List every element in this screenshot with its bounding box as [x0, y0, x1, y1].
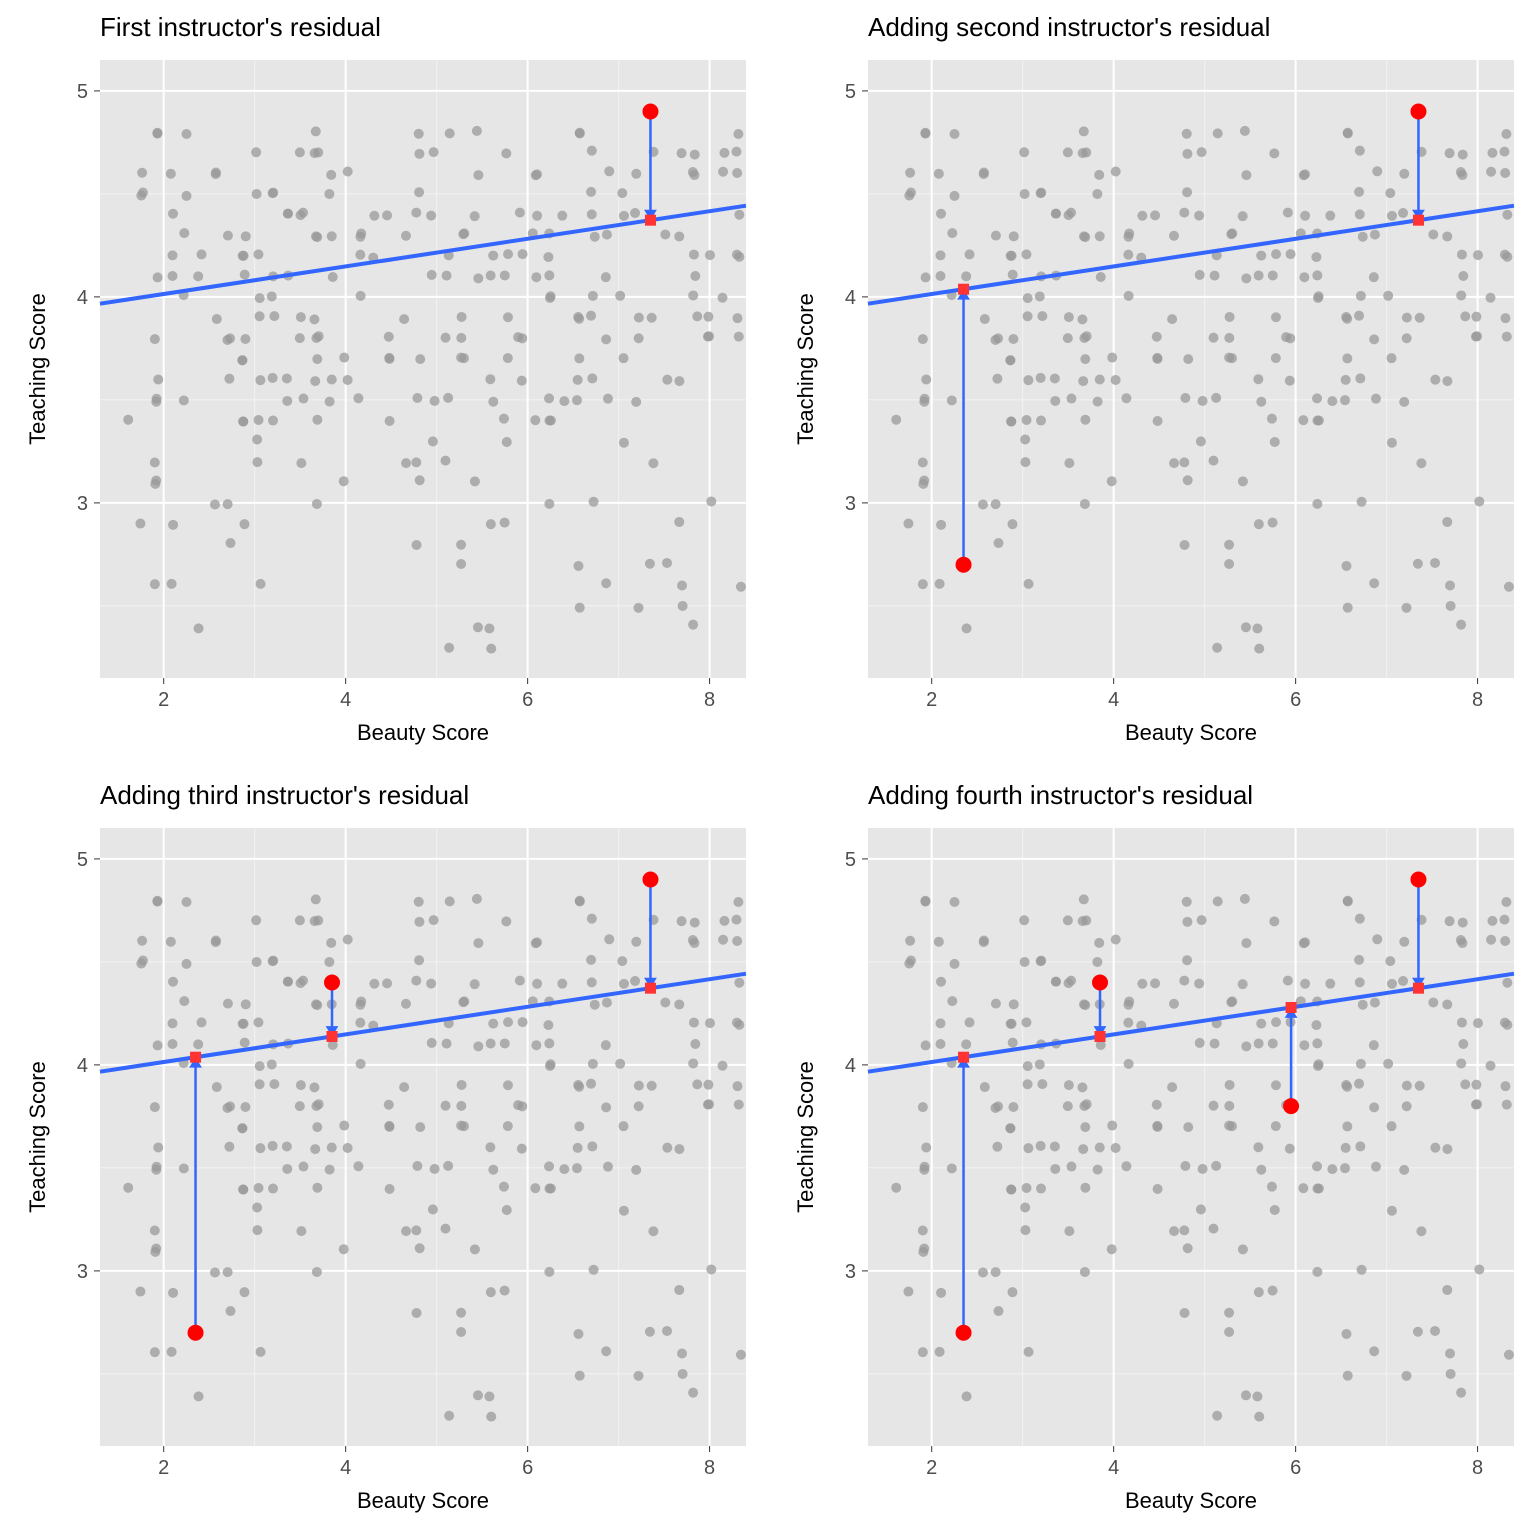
x-tick-label: 2: [158, 689, 169, 711]
observed-point: [1092, 975, 1108, 991]
y-tick-label: 3: [845, 1261, 856, 1283]
y-tick-label: 3: [77, 493, 88, 515]
x-axis-label: Beauty Score: [1125, 720, 1257, 745]
x-tick-label: 8: [1472, 1457, 1483, 1479]
y-tick-label: 4: [77, 1055, 88, 1077]
y-tick-label: 3: [77, 1261, 88, 1283]
panel-svg: 2 4 6 8 3 4 5 Beauty Score Teaching Score First i…: [0, 0, 768, 768]
y-axis-label: Teaching Score: [793, 293, 818, 445]
observed-point: [188, 1325, 204, 1341]
observed-point: [642, 872, 658, 888]
x-tick-label: 6: [1290, 689, 1301, 711]
panel-title: Adding second instructor's residual: [868, 12, 1270, 42]
observed-point: [642, 104, 658, 120]
y-tick-label: 5: [77, 81, 88, 103]
x-tick-label: 8: [704, 689, 715, 711]
panel-title: First instructor's residual: [100, 12, 381, 42]
fitted-point: [958, 284, 969, 295]
fitted-point: [958, 1052, 969, 1063]
x-tick-label: 6: [1290, 1457, 1301, 1479]
y-tick-label: 3: [845, 493, 856, 515]
y-axis-label: Teaching Score: [25, 293, 50, 445]
y-axis-label: Teaching Score: [25, 1061, 50, 1213]
y-tick-label: 5: [845, 81, 856, 103]
x-tick-label: 4: [340, 689, 351, 711]
fitted-point: [645, 215, 656, 226]
observed-point: [1410, 872, 1426, 888]
chart-panel: 2 4 6 8 3 4 5 Beauty Score Teaching Score First i…: [0, 0, 768, 768]
x-tick-label: 2: [158, 1457, 169, 1479]
chart-panel: 2 4 6 8 3 4 5 Beauty Score Teaching Score Adding …: [768, 768, 1536, 1536]
x-tick-label: 8: [1472, 689, 1483, 711]
y-tick-label: 4: [77, 287, 88, 309]
x-axis-label: Beauty Score: [357, 1488, 489, 1513]
x-axis-label: Beauty Score: [1125, 1488, 1257, 1513]
fitted-point: [1413, 215, 1424, 226]
y-tick-label: 5: [845, 849, 856, 871]
fitted-point: [1413, 983, 1424, 994]
x-tick-label: 2: [926, 1457, 937, 1479]
fitted-point: [1095, 1031, 1106, 1042]
observed-point: [324, 975, 340, 991]
y-tick-label: 4: [845, 1055, 856, 1077]
y-tick-label: 4: [845, 287, 856, 309]
y-axis-label: Teaching Score: [793, 1061, 818, 1213]
fitted-point: [327, 1031, 338, 1042]
x-tick-label: 8: [704, 1457, 715, 1479]
x-tick-label: 4: [1108, 1457, 1119, 1479]
x-tick-label: 6: [522, 689, 533, 711]
observed-point: [1410, 104, 1426, 120]
chart-panel: 2 4 6 8 3 4 5 Beauty Score Teaching Score Adding …: [0, 768, 768, 1536]
x-axis-label: Beauty Score: [357, 720, 489, 745]
fitted-point: [190, 1052, 201, 1063]
chart-panel: 2 4 6 8 3 4 5 Beauty Score Teaching Score Adding …: [768, 0, 1536, 768]
fitted-point: [645, 983, 656, 994]
x-tick-label: 4: [1108, 689, 1119, 711]
fitted-point: [1286, 1002, 1297, 1013]
y-tick-label: 5: [77, 849, 88, 871]
panel-svg: 2 4 6 8 3 4 5 Beauty Score Teaching Score Adding …: [0, 768, 768, 1536]
panel-svg: 2 4 6 8 3 4 5 Beauty Score Teaching Score Adding …: [768, 768, 1536, 1536]
x-tick-label: 6: [522, 1457, 533, 1479]
observed-point: [956, 557, 972, 573]
x-tick-label: 2: [926, 689, 937, 711]
panel-title: Adding third instructor's residual: [100, 780, 469, 810]
panel-title: Adding fourth instructor's residual: [868, 780, 1253, 810]
observed-point: [956, 1325, 972, 1341]
chart-grid: 2 4 6 8 3 4 5 Beauty Score Teaching Score First i…: [0, 0, 1536, 1536]
panel-svg: 2 4 6 8 3 4 5 Beauty Score Teaching Score Adding …: [768, 0, 1536, 768]
observed-point: [1283, 1098, 1299, 1114]
x-tick-label: 4: [340, 1457, 351, 1479]
